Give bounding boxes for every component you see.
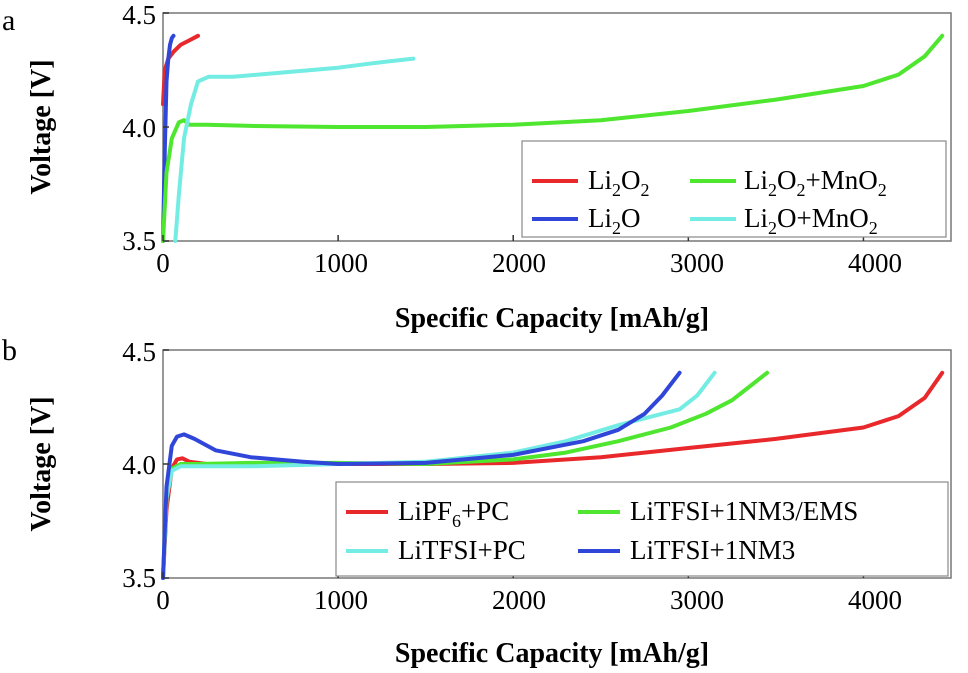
panel-b-xtick-label-2000: 2000 [492,585,546,615]
panel-a: a 4.5 4.0 3.5 0 1000 2000 3000 4000 Spec… [2,0,952,334]
panel-a-ytick-label-4.0: 4.0 [122,113,156,143]
panel-a-xtick-label-3000: 3000 [670,248,724,278]
panel-b-legend-box [335,481,949,577]
panel-a-y-axis-title: Voltage [V] [26,59,57,194]
panel-a-xtick-label-2000: 2000 [492,248,546,278]
panel-a-series-li2o2 [161,33,200,107]
panel-a-legend: Li2O2 Li2O Li2O2+MnO2 Li2O+MnO2 [521,140,947,238]
panel-b-series-litfsi-1nm3 [161,370,682,580]
panel-a-xtick-label-0: 0 [156,248,170,278]
panel-a-series-group [161,33,945,243]
panel-b-legend-label-litfsi-1nm3-ems: LiTFSI+1NM3/EMS [630,496,858,526]
panel-b-ytick-label-3.5: 3.5 [122,563,156,593]
panel-b-legend-label-lipf6-pc: LiPF6+PC [398,496,509,531]
panel-a-series-li2o [161,33,176,243]
panel-a-x-axis-title: Specific Capacity [mAh/g] [395,303,709,334]
panel-b-ytick-label-4.5: 4.5 [122,337,156,367]
panel-a-series-li2o-mno2 [173,56,416,243]
panel-a-legend-label-li2o2: Li2O2 [588,165,650,200]
panel-b-legend: LiPF6+PC LiTFSI+PC LiTFSI+1NM3/EMS LiTFS… [335,481,949,577]
panel-a-legend-label-li2o-mno2: Li2O+MnO2 [744,203,878,238]
panel-b-series-group [161,370,945,580]
panel-b-legend-label-litfsi-pc: LiTFSI+PC [398,535,526,565]
panel-b-xtick-label-0: 0 [156,585,170,615]
panel-a-xtick-label-1000: 1000 [314,248,368,278]
panel-b-x-axis-title: Specific Capacity [mAh/g] [395,638,709,669]
panel-a-ytick-label-4.5: 4.5 [122,0,156,30]
panel-a-legend-label-li2o: Li2O [588,203,641,238]
panel-b-label: b [2,334,17,367]
panel-b-xtick-label-1000: 1000 [314,585,368,615]
panel-a-xtick-label-4000: 4000 [848,248,902,278]
panel-a-ytick-label-3.5: 3.5 [122,226,156,256]
panel-a-series-li2o2-mno2 [161,33,945,243]
panel-b-ytick-label-4.0: 4.0 [122,450,156,480]
panel-a-label: a [2,4,15,37]
panel-b-xtick-label-3000: 3000 [670,585,724,615]
panel-b-legend-label-litfsi-1nm3: LiTFSI+1NM3 [630,535,795,565]
panel-a-legend-label-li2o2-mno2: Li2O2+MnO2 [744,165,887,200]
panel-b-y-axis-title: Voltage [V] [26,396,57,531]
panel-b-xtick-label-4000: 4000 [848,585,902,615]
panel-b: b 4.5 4.0 3.5 0 1000 2000 3000 4000 Spec… [2,334,952,669]
